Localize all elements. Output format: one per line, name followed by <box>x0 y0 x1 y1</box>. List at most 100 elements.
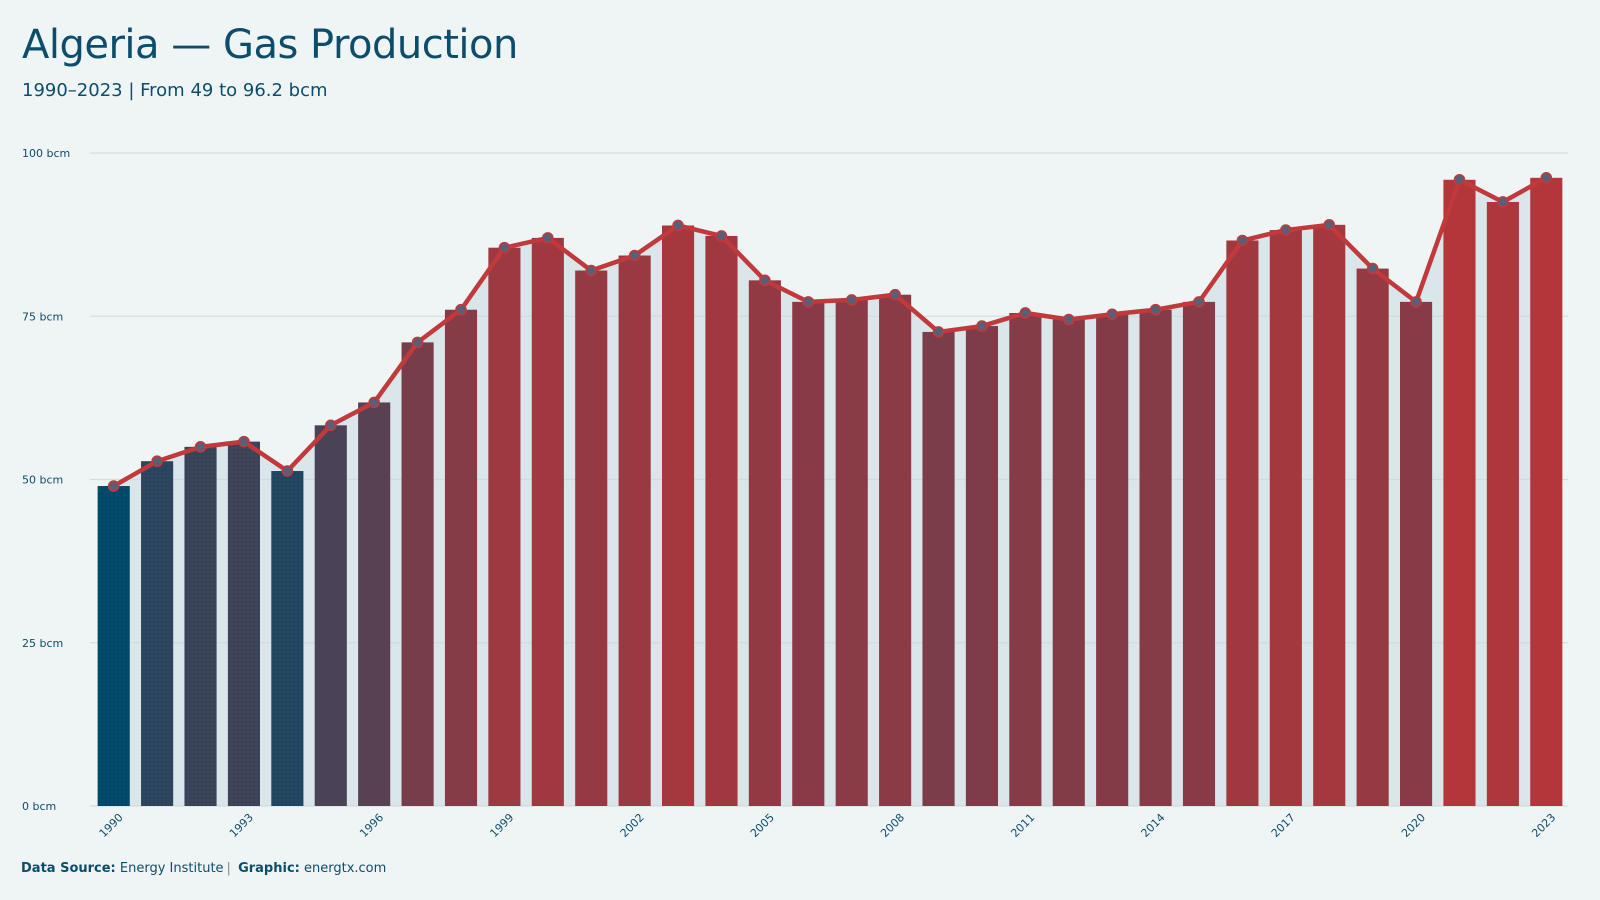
x-tick-label: 2017 <box>1269 811 1298 840</box>
data-point <box>455 303 467 316</box>
y-tick-label: 50 bcm <box>22 474 63 487</box>
data-point <box>238 435 250 448</box>
x-tick-label: 2014 <box>1139 811 1168 840</box>
data-point <box>1019 307 1032 319</box>
bar <box>1313 224 1346 806</box>
x-axis: 1990 1993 1996 1999 2002 2005 2008 2011 2014 2017… <box>97 811 1559 840</box>
bar <box>1139 309 1172 806</box>
source-value: Energy Institute <box>119 861 224 876</box>
data-point <box>845 294 858 306</box>
bar <box>1486 201 1519 807</box>
data-point <box>759 274 771 287</box>
data-point <box>1497 196 1509 208</box>
bar <box>1269 230 1302 806</box>
bar <box>1182 301 1216 806</box>
data-point <box>585 264 598 277</box>
y-tick-label: 0 bcm <box>22 800 56 813</box>
bar <box>792 301 825 806</box>
bar <box>618 255 651 806</box>
data-point <box>802 296 815 308</box>
data-point <box>672 219 684 232</box>
x-tick-label: 1990 <box>97 811 126 840</box>
data-point <box>281 465 294 477</box>
data-point <box>1453 173 1466 186</box>
data-point <box>542 232 554 244</box>
data-point <box>1062 313 1075 326</box>
bar <box>531 237 564 806</box>
bar <box>488 247 521 806</box>
bar <box>835 299 868 806</box>
data-point <box>151 455 163 468</box>
bar <box>1356 268 1389 806</box>
bar-texture <box>97 486 130 806</box>
x-tick-label: 2002 <box>618 811 647 840</box>
bar-texture <box>184 446 217 806</box>
bar <box>1009 312 1042 806</box>
trend-line <box>107 172 1553 492</box>
bar <box>922 331 955 806</box>
data-point <box>498 241 511 254</box>
bar <box>401 342 434 806</box>
data-point <box>976 320 988 332</box>
bar <box>1096 314 1129 806</box>
data-point <box>1236 234 1249 247</box>
bar <box>1530 177 1563 807</box>
chart-subtitle: 1990–2023 | From 49 to 96.2 bcm <box>22 80 328 101</box>
bar-texture <box>227 441 261 806</box>
y-tick-label: 25 bcm <box>22 637 63 650</box>
data-point <box>932 326 945 338</box>
x-tick-label: 1993 <box>227 811 256 840</box>
source-label: Data Source: <box>21 861 116 876</box>
y-tick-label: 75 bcm <box>22 310 63 323</box>
data-point <box>715 230 728 242</box>
data-point <box>1280 224 1292 236</box>
y-axis: 0 bcm 25 bcm 50 bcm 75 bcm 100 bcm <box>22 147 70 813</box>
bar <box>358 402 391 806</box>
data-point <box>1323 219 1336 231</box>
bar <box>661 225 695 806</box>
bar <box>444 309 478 806</box>
x-tick-label: 2005 <box>748 811 777 840</box>
data-point <box>107 480 120 492</box>
data-point <box>194 441 207 453</box>
data-point <box>1106 308 1118 321</box>
graphic-value: energtx.com <box>304 861 387 876</box>
bar-texture <box>271 471 304 806</box>
footer-separator: | <box>226 861 231 876</box>
data-point <box>889 288 901 301</box>
bar <box>1443 179 1476 806</box>
bar <box>314 425 347 806</box>
x-tick-label: 1999 <box>487 811 516 840</box>
bar <box>748 280 781 807</box>
data-point <box>324 419 337 432</box>
data-point <box>1540 172 1553 184</box>
bar <box>879 294 912 806</box>
bar-texture <box>141 461 174 806</box>
x-tick-label: 2011 <box>1008 811 1037 840</box>
x-tick-label: 2008 <box>878 811 907 840</box>
data-point <box>411 336 424 349</box>
bar <box>1399 301 1433 806</box>
data-point <box>628 249 641 262</box>
chart-title: Algeria — Gas Production <box>22 22 518 68</box>
bar <box>705 235 738 806</box>
x-tick-label: 2023 <box>1529 811 1558 840</box>
y-tick-label: 100 bcm <box>22 147 70 160</box>
data-point <box>1366 262 1379 275</box>
bars <box>97 177 1563 807</box>
bar <box>1052 319 1085 806</box>
data-point <box>1193 296 1205 308</box>
data-point <box>368 396 380 409</box>
bar <box>575 270 608 806</box>
data-point <box>1149 303 1162 316</box>
x-tick-label: 1996 <box>357 811 386 840</box>
graphic-label: Graphic: <box>238 861 300 876</box>
bar <box>1226 240 1259 806</box>
chart-footer: Data Source: Energy Institute | Graphic: … <box>21 861 386 876</box>
bar <box>965 326 999 806</box>
x-tick-label: 2020 <box>1399 811 1428 840</box>
trend-line-path <box>111 175 1549 489</box>
data-point <box>1410 296 1422 308</box>
gridlines <box>90 152 1568 807</box>
